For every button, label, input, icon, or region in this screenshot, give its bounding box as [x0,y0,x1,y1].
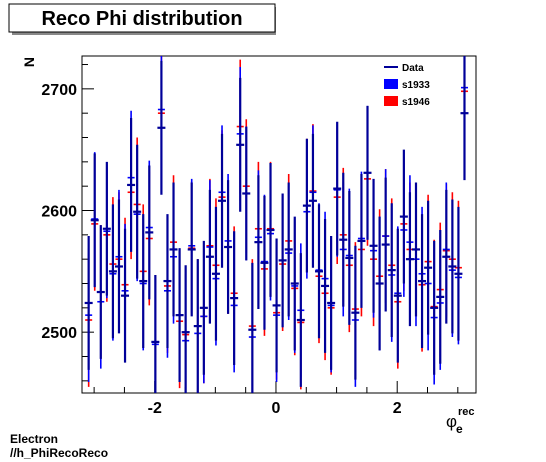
point-data [127,118,136,252]
point-data [175,248,184,383]
point-data [369,178,378,313]
point-data [199,240,208,375]
point-data [218,133,227,268]
point-data [205,189,214,324]
legend-label: s1933 [402,80,430,91]
point-data [157,60,166,195]
point-data [321,219,330,353]
point-data [399,149,408,284]
point-data [151,274,160,393]
title-box: Reco Phi distribution [8,3,276,35]
point-data [254,175,263,310]
legend-label: s1946 [402,97,430,108]
point-data [169,182,178,317]
point-data [381,177,390,312]
legend: Data s1933 s1946 [384,63,430,108]
point-data [460,56,469,181]
point-data [114,199,123,334]
legend-item-s1946: s1946 [384,96,430,108]
point-data [327,236,336,370]
x-tick-label: -2 [148,400,162,417]
point-data [90,153,99,288]
point-data [308,133,317,268]
point-data [145,165,154,300]
point-data [333,121,342,256]
point-data [393,228,402,363]
point-data [248,262,257,393]
point-data [411,182,420,317]
y-tick-label: 2600 [41,204,77,221]
point-data [133,144,142,279]
point-data [418,214,427,348]
point-data [278,193,287,328]
point-data [351,245,360,380]
legend-item-data: Data [384,63,424,74]
point-data [345,191,354,325]
point-data [375,216,384,351]
point-data [108,204,117,339]
point-data [211,206,220,341]
point-data [163,214,172,348]
point-data [442,189,451,324]
point-data [272,238,281,373]
point-data [242,126,251,261]
point-data [284,182,293,317]
point-data [315,204,324,339]
point-data [96,225,105,359]
point-data [454,206,463,341]
point-data [260,195,269,330]
footer-line-1: Electron [10,432,59,446]
point-data [121,228,130,363]
point-data [84,236,93,370]
x-tick-label: 0 [272,400,281,417]
y-tick-label: 2700 [41,82,77,99]
point-data [405,192,414,327]
x-axis-label: φ rec e [446,406,475,436]
point-data [302,138,311,273]
point-data [448,199,457,334]
legend-item-s1933: s1933 [384,79,430,91]
point-data [290,216,299,351]
chart-title: Reco Phi distribution [41,8,242,30]
x-axis-label-sub: e [456,422,463,436]
point-data [339,172,348,307]
point-data [430,240,439,375]
point-data [387,203,396,338]
point-data [436,229,445,364]
y-axis-label: N [21,57,37,67]
point-data [193,259,202,393]
point-data [181,265,190,393]
point-data [266,163,275,297]
footer-line-2: //h_PhiRecoReco [10,446,109,460]
point-data [236,77,245,212]
y-tick-label: 2500 [41,325,77,342]
legend-label: Data [402,63,424,74]
x-tick-label: 2 [393,400,402,417]
point-data [424,200,433,335]
point-data [102,161,111,296]
point-data [187,182,196,317]
legend-swatch [384,79,398,89]
point-data [296,253,305,387]
point-data [357,174,366,308]
point-data [363,105,372,240]
legend-swatch [384,96,398,106]
x-axis-label-main: φ [446,412,457,431]
x-axis-label-sup: rec [458,406,475,418]
point-data [224,180,233,314]
point-data [230,231,239,366]
data-marks [84,56,469,393]
point-data [139,214,148,348]
